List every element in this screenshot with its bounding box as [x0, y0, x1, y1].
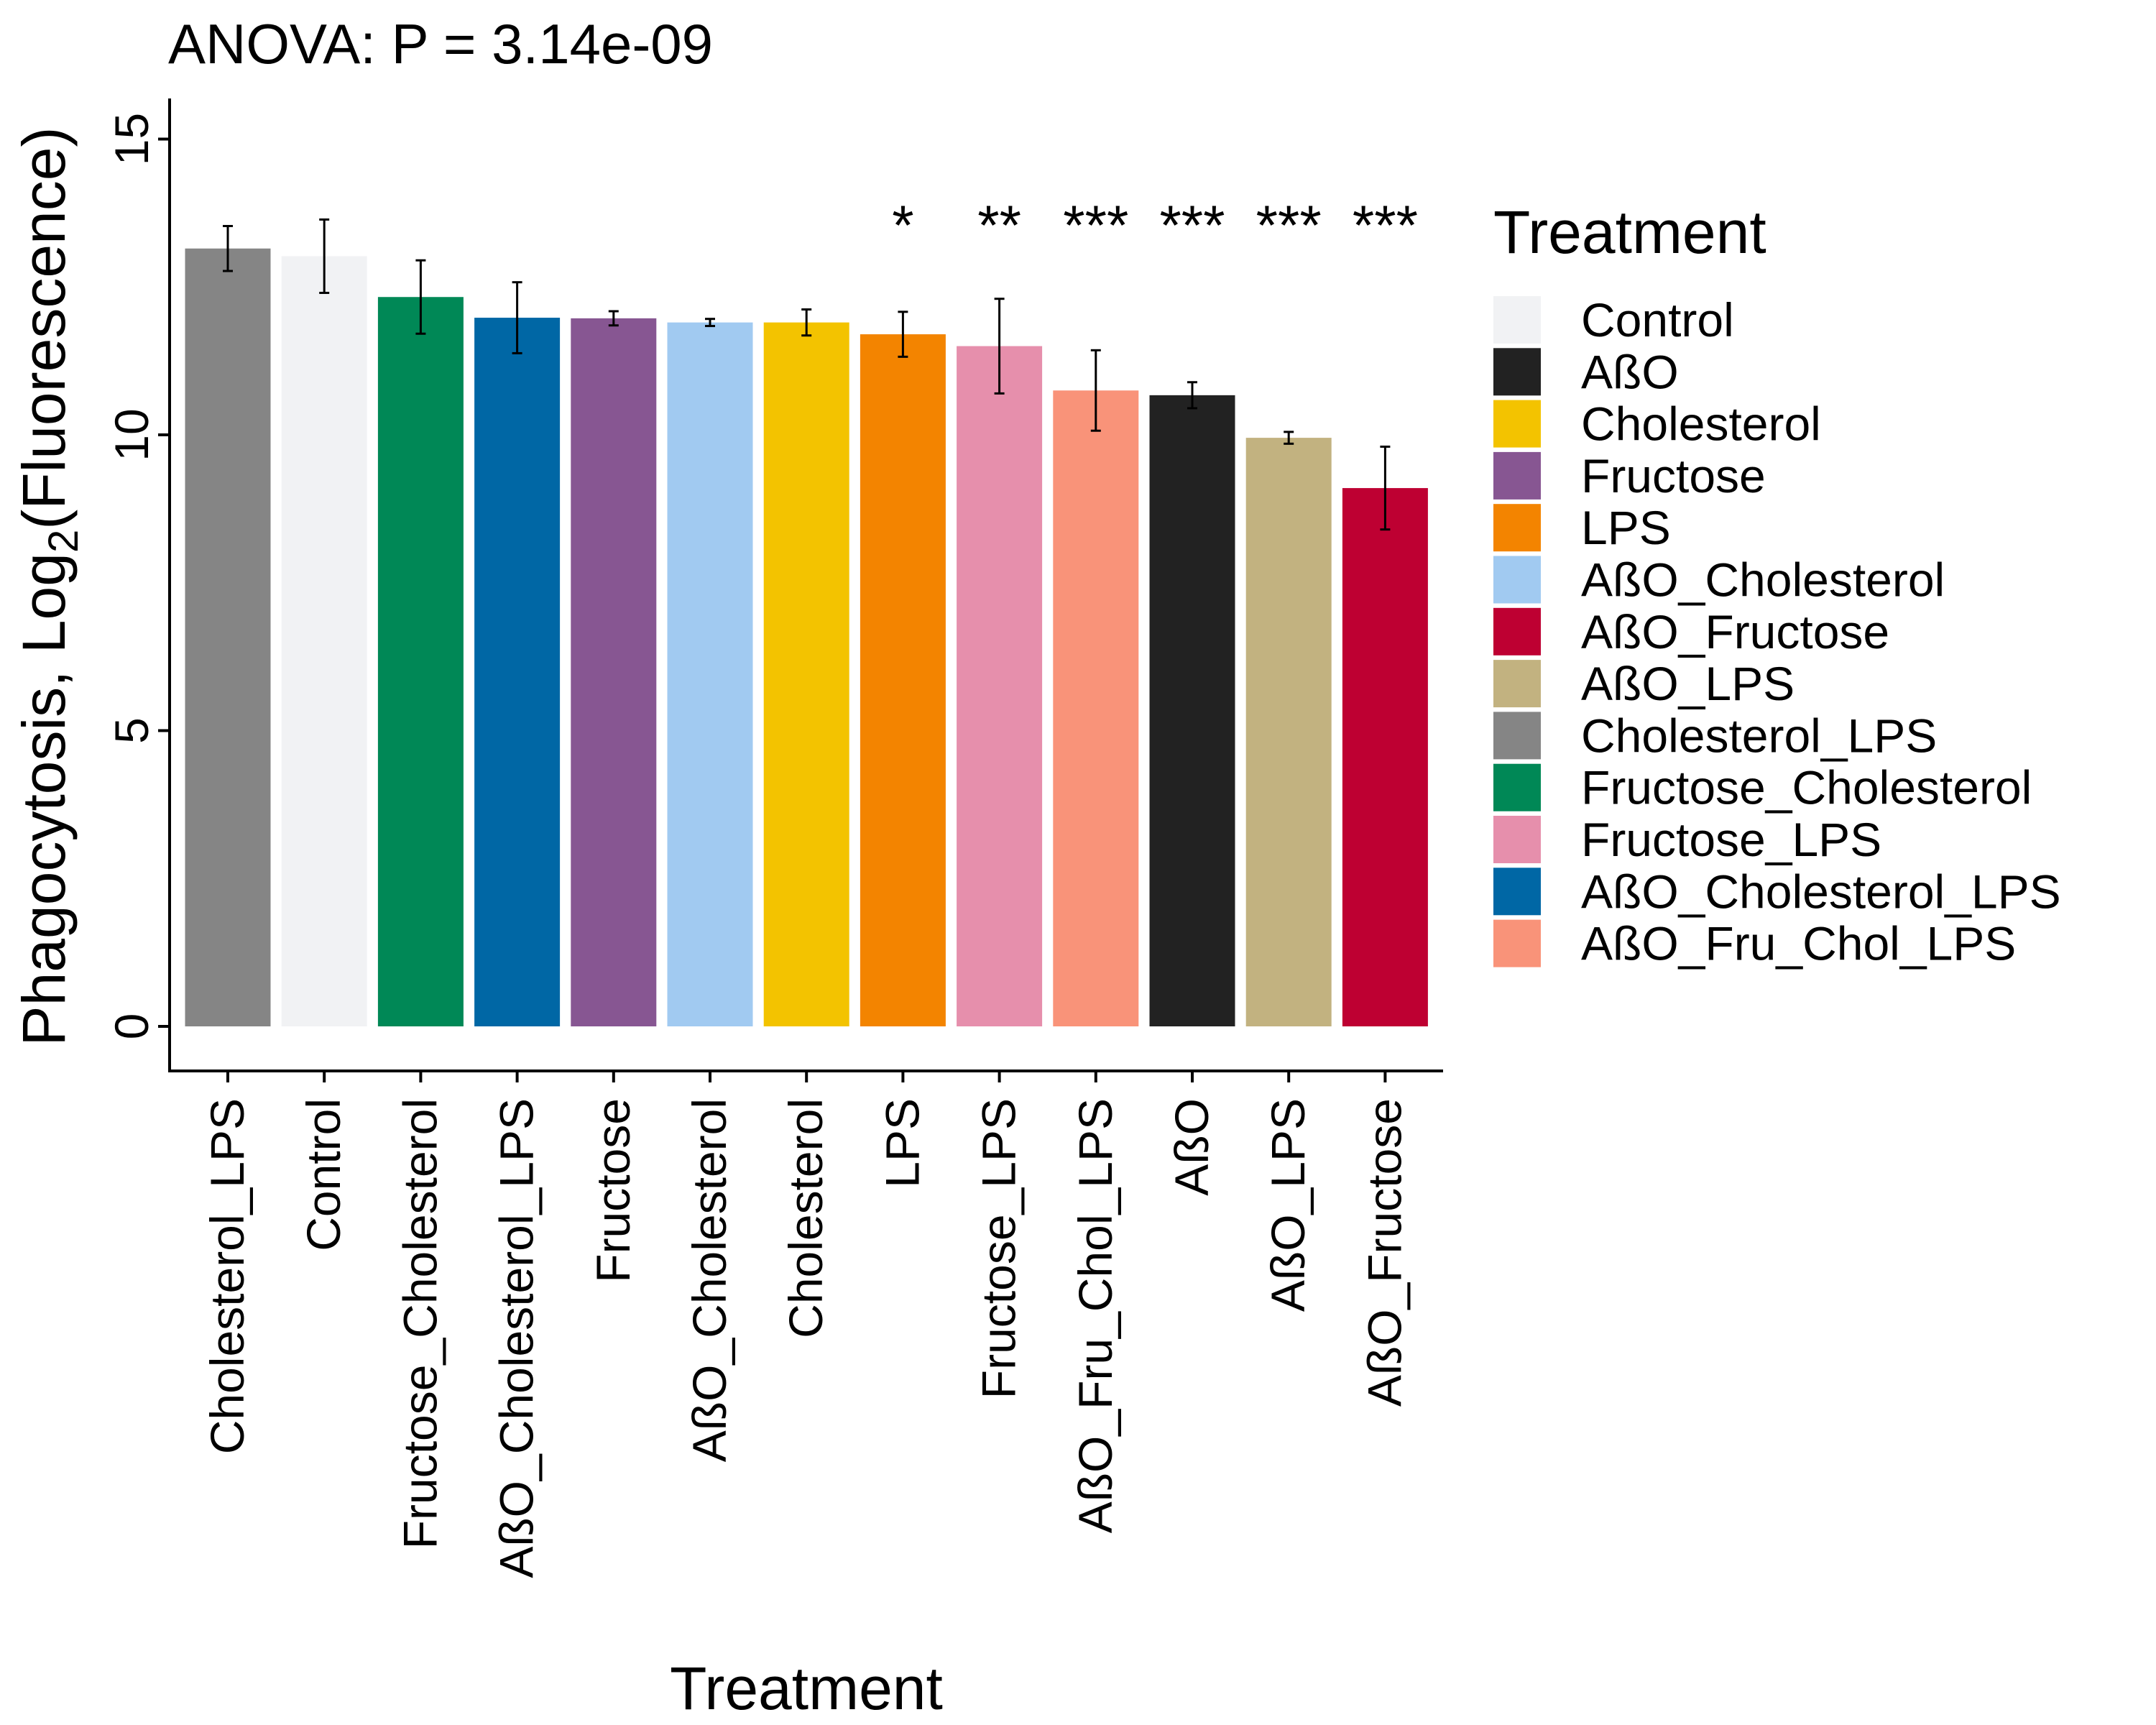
bar-AßO_Fru_Chol_LPS: [1053, 390, 1139, 1026]
legend-item: LPS: [1493, 501, 1671, 554]
error-bar-Cholesterol_LPS: [223, 224, 233, 272]
bar-Control: [281, 256, 367, 1027]
significance-label-AßO_LPS: ***: [1256, 193, 1322, 257]
legend-item: Fructose_Cholesterol: [1493, 761, 2032, 814]
bar-Cholesterol: [763, 322, 849, 1026]
bar-Fructose_LPS: [957, 346, 1043, 1026]
legend-label: Fructose_LPS: [1581, 813, 1881, 866]
x-tick-label: Control: [297, 1098, 350, 1251]
legend-item: Control: [1493, 293, 1734, 346]
bar-AßO_Fructose: [1342, 488, 1428, 1026]
x-tick-label: Cholesterol_LPS: [201, 1098, 254, 1454]
legend-item: Cholesterol_LPS: [1493, 709, 1937, 762]
legend-label: AßO_Cholesterol: [1581, 553, 1945, 607]
legend-swatch: [1493, 816, 1541, 863]
significance-label-LPS: *: [892, 193, 913, 257]
error-bar-AßO_Cholesterol_LPS: [512, 281, 522, 354]
legend-swatch: [1493, 451, 1541, 500]
y-tick-label: 0: [105, 1013, 158, 1040]
chart-title: ANOVA: P = 3.14e-09: [168, 12, 713, 75]
legend-item: AßO_Cholesterol: [1493, 553, 1945, 607]
legend: ControlAßOCholesterolFructoseLPSAßO_Chol…: [1493, 293, 2061, 970]
legend-label: AßO_Cholesterol_LPS: [1581, 865, 2061, 918]
legend-item: AßO_Fructose: [1493, 605, 1889, 658]
legend-swatch: [1493, 504, 1541, 552]
y-tick-label: 10: [105, 408, 158, 461]
error-bar-Fructose_LPS: [994, 298, 1005, 395]
legend-label: Fructose_Cholesterol: [1581, 761, 2032, 814]
bar-Cholesterol_LPS: [185, 248, 271, 1026]
legend-swatch: [1493, 296, 1541, 344]
legend-label: Fructose: [1581, 449, 1766, 502]
x-tick-label: LPS: [875, 1098, 929, 1188]
legend-item: Fructose: [1493, 449, 1766, 502]
significance-label-AßO: ***: [1159, 193, 1225, 257]
legend-label: Cholesterol: [1581, 397, 1821, 451]
x-tick-label: Fructose: [586, 1098, 640, 1283]
legend-item: AßO_LPS: [1493, 657, 1795, 710]
legend-item: AßO_Fru_Chol_LPS: [1493, 917, 2016, 970]
x-tick-label: AßO: [1165, 1098, 1218, 1196]
legend-swatch: [1493, 607, 1541, 656]
legend-swatch: [1493, 763, 1541, 811]
significance-label-Fructose_LPS: **: [977, 193, 1021, 257]
legend-swatch: [1493, 348, 1541, 396]
x-tick-label: AßO_Cholesterol_LPS: [490, 1098, 543, 1578]
x-tick-label: AßO_Cholesterol: [683, 1098, 736, 1462]
error-bars-layer: [223, 218, 1391, 531]
x-tick-label: Fructose_Cholesterol: [393, 1098, 446, 1549]
bar-AßO: [1149, 395, 1235, 1026]
bar-AßO_Cholesterol: [667, 322, 753, 1026]
significance-label-AßO_Fructose: ***: [1353, 193, 1418, 257]
bar-Fructose_Cholesterol: [377, 297, 464, 1027]
legend-item: Fructose_LPS: [1493, 813, 1881, 866]
y-ticks-layer: 0 5 10 15: [105, 113, 170, 1040]
legend-item: AßO_Cholesterol_LPS: [1493, 865, 2061, 918]
y-tick-label: 5: [105, 717, 158, 744]
legend-item: Cholesterol: [1493, 397, 1821, 451]
error-bar-LPS: [898, 310, 908, 358]
error-bar-Cholesterol: [801, 308, 812, 337]
legend-swatch: [1493, 660, 1541, 708]
legend-label: AßO_LPS: [1581, 657, 1795, 710]
legend-label: AßO_Fru_Chol_LPS: [1581, 917, 2016, 970]
legend-swatch: [1493, 868, 1541, 916]
bar-AßO_Cholesterol_LPS: [474, 318, 561, 1026]
y-tick-label: 15: [105, 113, 158, 165]
significance-layer: * ** *** *** *** ***: [892, 193, 1418, 257]
legend-item: AßO: [1493, 345, 1679, 398]
x-tick-label: Cholesterol: [779, 1098, 832, 1338]
error-bar-AßO_Fru_Chol_LPS: [1090, 349, 1101, 432]
legend-swatch: [1493, 400, 1541, 448]
error-bar-Control: [319, 218, 330, 294]
x-tick-label: AßO_Fru_Chol_LPS: [1069, 1098, 1122, 1533]
bars-layer: [185, 248, 1428, 1027]
error-bar-Fructose_Cholesterol: [415, 259, 426, 335]
legend-label: AßO: [1581, 345, 1679, 398]
legend-title: Treatment: [1493, 198, 1766, 266]
error-bar-Fructose: [608, 310, 619, 327]
error-bar-AßO_Fructose: [1380, 445, 1391, 531]
x-tick-label: Fructose_LPS: [972, 1098, 1026, 1399]
legend-swatch: [1493, 556, 1541, 604]
error-bar-AßO_LPS: [1284, 431, 1294, 445]
legend-label: Control: [1581, 293, 1734, 346]
error-bar-AßO_Cholesterol: [705, 318, 715, 328]
bar-AßO_LPS: [1245, 438, 1332, 1026]
x-ticks-layer: Cholesterol_LPS Control Fructose_Cholester…: [201, 1071, 1411, 1578]
x-tick-label: AßO_LPS: [1261, 1098, 1314, 1312]
significance-label-AßO_Fru_Chol_LPS: ***: [1063, 193, 1128, 257]
x-tick-label: AßO_Fructose: [1358, 1098, 1411, 1407]
legend-swatch: [1493, 919, 1541, 967]
error-bar-AßO: [1187, 381, 1197, 410]
legend-swatch: [1493, 712, 1541, 760]
bar-Fructose: [571, 318, 657, 1026]
bar-LPS: [860, 334, 946, 1027]
y-axis-label: Phagocytosis, Log2(Fluorescence): [10, 127, 87, 1046]
x-axis-label: Treatment: [670, 1655, 943, 1722]
legend-label: AßO_Fructose: [1581, 605, 1889, 658]
legend-label: Cholesterol_LPS: [1581, 709, 1937, 762]
legend-label: LPS: [1581, 501, 1671, 554]
